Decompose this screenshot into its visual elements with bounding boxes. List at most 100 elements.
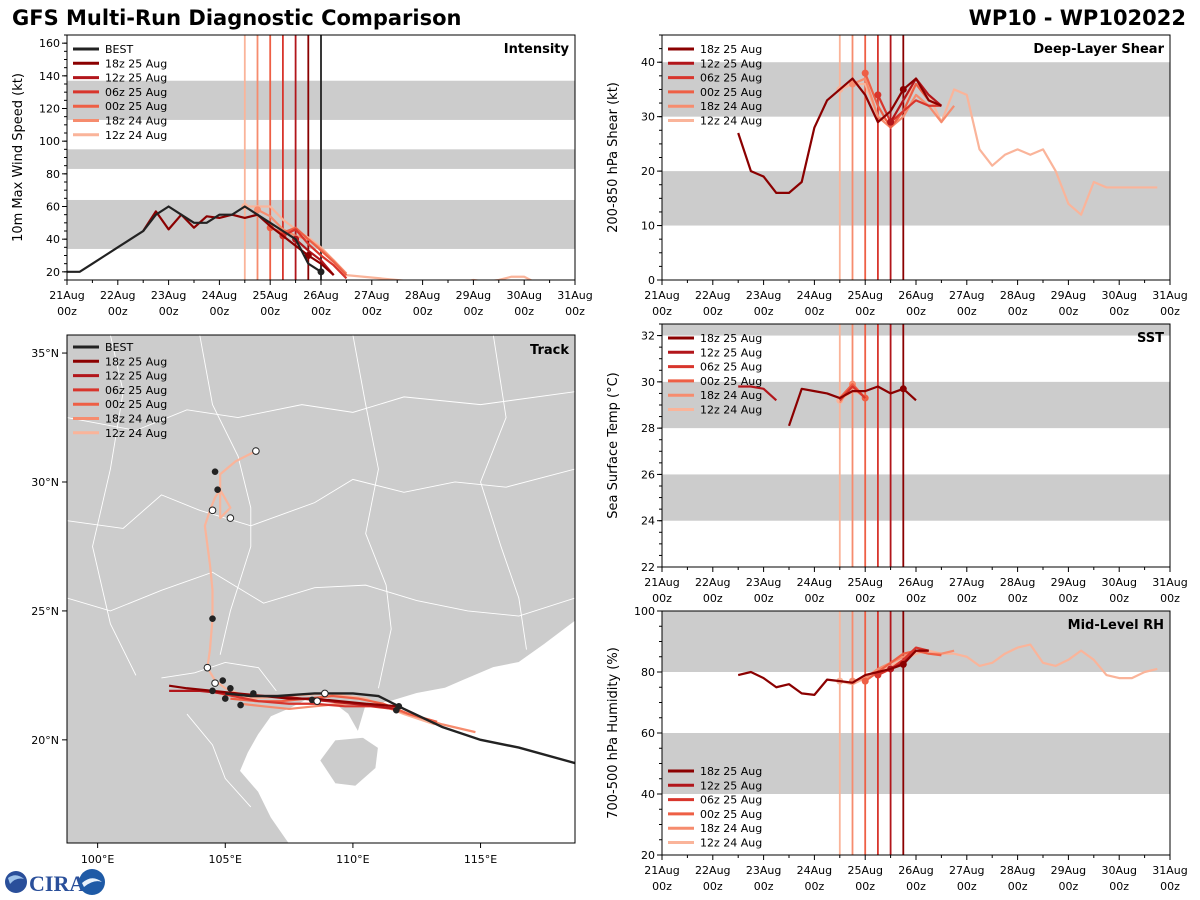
series-line	[787, 385, 917, 427]
legend-label: 12z 24 Aug	[700, 837, 762, 850]
boundary-line	[67, 571, 575, 617]
page-title: GFS Multi-Run Diagnostic Comparison	[12, 6, 462, 30]
legend-label: 18z 24 Aug	[105, 413, 167, 426]
logo-text: CIRA	[29, 871, 85, 896]
x-tick-label-date: 25Aug	[847, 289, 882, 302]
y-tick-label: 24	[641, 515, 655, 528]
x-tick-label-hour: 00z	[1059, 880, 1079, 893]
track-position-marker	[250, 690, 257, 697]
x-tick-label-hour: 00z	[1109, 880, 1129, 893]
boundary-line	[186, 713, 252, 808]
x-tick-label-date: 26Aug	[898, 864, 933, 877]
best-line	[67, 205, 322, 273]
plot-layer	[662, 324, 1170, 567]
x-tick-label-hour: 00z	[957, 880, 977, 893]
x-tick-label-hour: 00z	[754, 305, 774, 318]
series-line	[282, 228, 348, 280]
x-tick-label-hour: 00z	[1109, 592, 1129, 605]
y-tick-label: 60	[46, 201, 60, 214]
x-tick-label-hour: 00z	[514, 305, 534, 318]
x-tick-label-date: 31Aug	[1152, 864, 1187, 877]
legend-label: 18z 24 Aug	[700, 389, 762, 402]
y-axis-label: 700-500 hPa Humidity (%)	[606, 647, 621, 819]
y-tick-label: 140	[39, 70, 60, 83]
y-tick-label: 40	[641, 56, 655, 69]
x-tick-label-hour: 00z	[855, 305, 875, 318]
shade-band	[662, 171, 1170, 226]
track-line	[168, 684, 399, 708]
shade-band	[662, 324, 1170, 336]
series-start-point	[304, 252, 312, 259]
x-tick-label-date: 23Aug	[746, 864, 781, 877]
x-tick-label-hour: 00z	[703, 880, 723, 893]
legend-label: 18z 24 Aug	[105, 115, 167, 128]
track-open-marker	[208, 506, 217, 515]
x-tick-label-date: 30Aug	[1101, 864, 1136, 877]
best-track-line	[225, 692, 575, 765]
shade-band	[662, 611, 1170, 672]
series-line	[738, 385, 778, 402]
series-line	[737, 649, 929, 696]
legend-label: 06z 25 Aug	[700, 72, 762, 85]
x-tick-label-date: 22Aug	[695, 289, 730, 302]
y-tick-label: 28	[641, 422, 655, 435]
hainan-island	[319, 736, 379, 787]
y-tick-label: 25°N	[31, 605, 59, 618]
legend-label: 12z 24 Aug	[105, 427, 167, 440]
y-tick-label: 100	[634, 605, 655, 618]
x-tick-label-hour: 00z	[1160, 305, 1180, 318]
x-tick-label-date: 30Aug	[1101, 576, 1136, 589]
x-tick-label-hour: 00z	[1059, 305, 1079, 318]
y-tick-label: 20	[641, 849, 655, 862]
legend-label: 12z 25 Aug	[700, 346, 762, 359]
x-tick-label-hour: 00z	[855, 592, 875, 605]
y-axis-label: 200-850 hPa Shear (kt)	[606, 82, 621, 233]
track-position-marker	[209, 615, 216, 622]
track-line	[207, 689, 394, 711]
x-tick-label: 115°E	[464, 853, 497, 866]
shade-band	[662, 474, 1170, 521]
land-mass	[67, 335, 575, 843]
y-tick-label: 22	[641, 561, 655, 574]
series-start-point	[899, 85, 907, 93]
series-line	[876, 94, 942, 124]
panel-title: Intensity	[504, 42, 570, 57]
legend-label: 06z 25 Aug	[700, 361, 762, 374]
shear-chart: 0 10 20 30 40 21Aug 00z 22Aug 00z 23Aug 00z 24Aug 00…	[606, 34, 1188, 318]
x-tick-label-hour: 00z	[464, 305, 484, 318]
y-tick-label: 20	[46, 266, 60, 279]
legend-label: BEST	[105, 43, 133, 56]
x-tick-label-hour: 00z	[957, 592, 977, 605]
x-tick-label-date: 28Aug	[1000, 576, 1035, 589]
series-start-point	[861, 677, 869, 685]
x-tick-label-hour: 00z	[1059, 592, 1079, 605]
legend-label: 06z 25 Aug	[700, 794, 762, 807]
x-tick-label-date: 27Aug	[949, 289, 984, 302]
panel-title: Mid-Level RH	[1068, 618, 1164, 633]
legend-label: 00z 25 Aug	[700, 808, 762, 821]
track-position-marker	[221, 695, 229, 702]
intensity-chart: 20 40 60 80 100 120 140 160 21Aug 00z 22Aug 00z 23Au…	[11, 34, 593, 318]
x-tick-label-date: 21Aug	[644, 289, 679, 302]
panel-title: Deep-Layer Shear	[1033, 42, 1164, 57]
globe-icon	[5, 871, 27, 893]
x-tick-label-hour: 00z	[754, 880, 774, 893]
legend-label: 12z 24 Aug	[700, 115, 762, 128]
legend-label: 06z 25 Aug	[105, 384, 167, 397]
x-tick-label-date: 23Aug	[151, 289, 186, 302]
x-tick-label: 105°E	[209, 853, 242, 866]
track-position-marker	[237, 701, 244, 709]
shade-band	[662, 62, 1170, 117]
x-tick-label-hour: 00z	[906, 592, 926, 605]
y-tick-label: 100	[39, 135, 60, 148]
y-tick-label: 10	[641, 220, 655, 233]
y-tick-label: 80	[46, 168, 60, 181]
x-tick-label-date: 26Aug	[898, 289, 933, 302]
y-tick-label: 40	[641, 788, 655, 801]
x-tick-label-date: 28Aug	[405, 289, 440, 302]
track-open-marker	[252, 447, 260, 455]
map-border	[66, 334, 576, 844]
track-position-marker	[214, 486, 221, 494]
track-open-marker	[203, 663, 212, 672]
x-tick-label-hour: 00z	[1008, 880, 1028, 893]
